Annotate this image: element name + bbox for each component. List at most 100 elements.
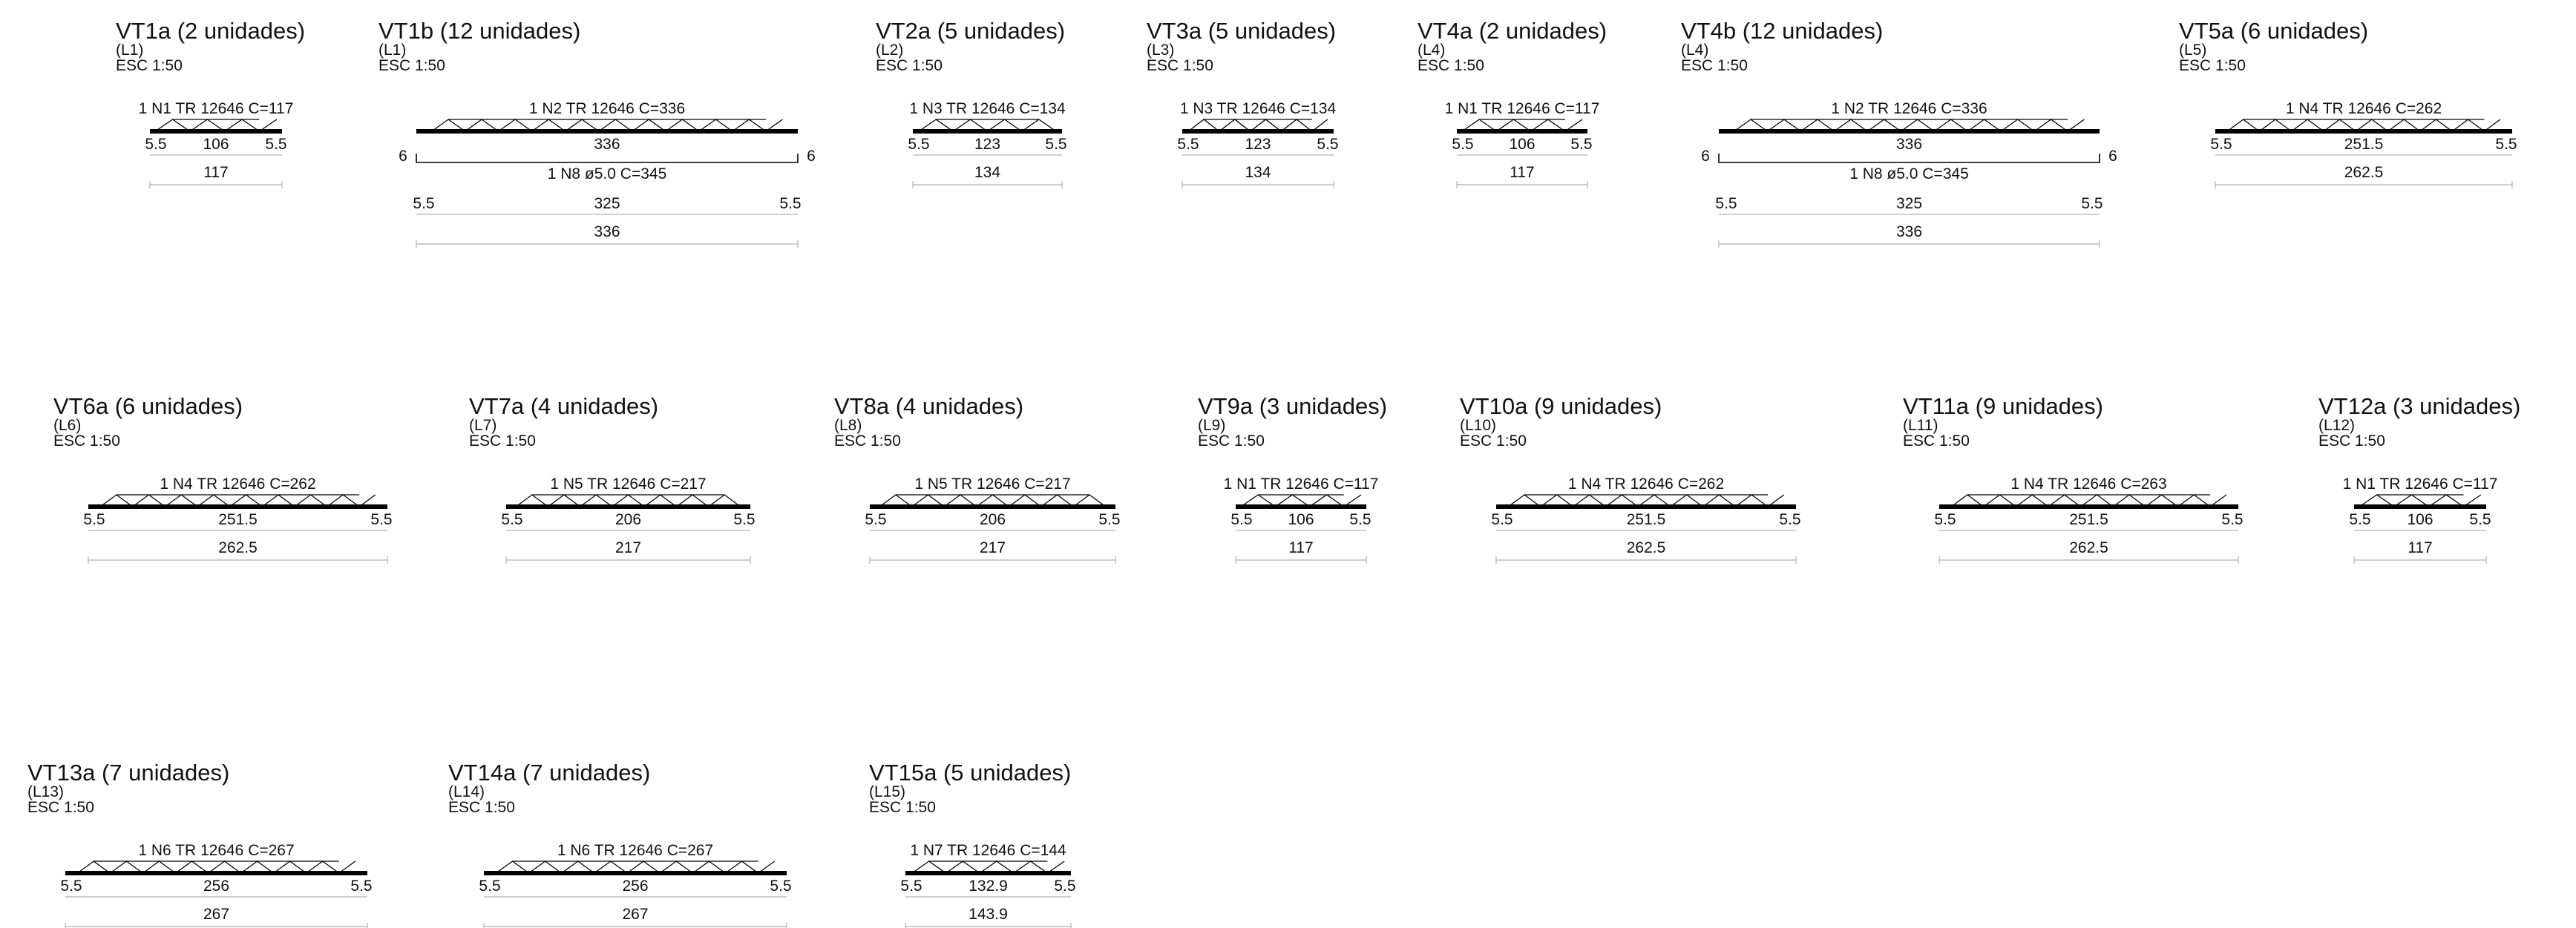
total-length: 117 [1510, 164, 1534, 181]
beam-scale: ESC 1:50 [1147, 57, 1213, 74]
segment-left: 5.5 [145, 136, 166, 153]
beam-vt13a: VT13a (7 unidades)(L13)ESC 1:50 1 N6 TR 1… [27, 760, 373, 928]
truss-lattice [911, 860, 1065, 874]
beam-title: VT11a (9 unidades) [1903, 393, 2103, 419]
total-length: 143.9 [969, 906, 1008, 923]
beam-vt9a: VT9a (3 unidades)(L9)ESC 1:50 1 N1 TR 126… [1198, 393, 1387, 564]
truss-lattice [1734, 119, 2085, 132]
total-dim-line [1495, 556, 1797, 564]
total-dim-line [1182, 181, 1334, 188]
segment-middle: 256 [203, 878, 229, 895]
rebar-segment-middle: 325 [594, 195, 620, 212]
segment-left: 5.5 [501, 511, 522, 528]
segment-right: 5.5 [1317, 136, 1338, 153]
beam-scale: ESC 1:50 [1460, 432, 1527, 450]
total-length: 262.5 [1627, 539, 1666, 556]
segment-right: 5.5 [770, 878, 791, 895]
segment-left: 5.5 [479, 878, 500, 895]
beam-title: VT6a (6 unidades) [53, 393, 243, 419]
total-length: 267 [203, 906, 229, 923]
total-dim-line [1938, 556, 2239, 564]
rebar-total: 336 [594, 223, 620, 240]
truss-label: 1 N1 TR 12646 C=117 [1445, 100, 1600, 117]
rebar-segment-left: 5.5 [1715, 195, 1737, 212]
total-dim-line [1235, 556, 1367, 564]
beam-lane: (L2) [876, 42, 903, 59]
segment-left: 5.5 [865, 511, 886, 528]
total-length: 217 [980, 539, 1006, 556]
segment-left: 5.5 [83, 511, 105, 528]
total-dim-line [483, 923, 787, 928]
total-length: 267 [622, 906, 648, 923]
truss-label: 1 N6 TR 12646 C=267 [138, 842, 294, 859]
segment-middle: 251.5 [2344, 136, 2384, 153]
beam-scale: ESC 1:50 [116, 57, 183, 74]
beam-title: VT4b (12 unidades) [1681, 18, 1883, 44]
beam-scale: ESC 1:50 [834, 432, 901, 450]
rebar-segment-middle: 325 [1896, 195, 1922, 212]
beam-scale: ESC 1:50 [2318, 432, 2385, 450]
beam-title: VT8a (4 unidades) [834, 393, 1023, 419]
beam-title: VT1a (2 unidades) [116, 18, 305, 44]
beam-scale: ESC 1:50 [1418, 57, 1484, 74]
total-length: 262.5 [218, 539, 258, 556]
beam-vt2a: VT2a (5 unidades)(L2)ESC 1:50 1 N3 TR 126… [876, 18, 1067, 188]
truss-label: 1 N2 TR 12646 C=336 [1831, 100, 1987, 117]
truss-label: 1 N3 TR 12646 C=134 [909, 100, 1066, 117]
truss-label: 1 N5 TR 12646 C=217 [914, 475, 1070, 493]
beam-lane: (L1) [378, 42, 406, 59]
rebar-hook-left: 6 [1701, 148, 1710, 165]
beam-scale: ESC 1:50 [378, 57, 445, 74]
truss-label: 1 N4 TR 12646 C=262 [1568, 475, 1724, 493]
truss-label: 1 N6 TR 12646 C=267 [557, 842, 713, 859]
beam-lane: (L11) [1903, 417, 1938, 434]
total-dim-line [1718, 240, 2100, 248]
total-length: 117 [2408, 539, 2432, 556]
beam-lane: (L8) [834, 417, 862, 434]
segment-right: 5.5 [350, 878, 372, 895]
segment-middle: 251.5 [2069, 511, 2108, 528]
beam-lane: (L13) [27, 783, 64, 800]
beam-vt4a: VT4a (2 unidades)(L4)ESC 1:50 1 N1 TR 126… [1418, 18, 1607, 188]
beam-title: VT2a (5 unidades) [876, 18, 1065, 44]
rebar-total: 336 [1896, 223, 1922, 240]
total-length: 217 [615, 539, 641, 556]
truss-label: 1 N5 TR 12646 C=217 [550, 475, 706, 493]
truss-label: 1 N2 TR 12646 C=336 [529, 100, 685, 117]
rebar-label: 1 N8 ø5.0 C=345 [548, 165, 667, 182]
segment-middle: 106 [1288, 511, 1314, 528]
beam-title: VT5a (6 unidades) [2179, 18, 2368, 44]
beam-scale: ESC 1:50 [1198, 432, 1265, 450]
total-dim-line [912, 181, 1063, 188]
truss-lattice [1187, 119, 1328, 132]
beam-title: VT3a (5 unidades) [1147, 18, 1336, 44]
beam-lane: (L5) [2179, 42, 2206, 59]
segment-middle: 206 [980, 511, 1006, 528]
rebar-label: 1 N8 ø5.0 C=345 [1849, 165, 1969, 182]
total-dim-line [505, 556, 751, 564]
beam-vt3a: VT3a (5 unidades)(L3)ESC 1:50 1 N3 TR 126… [1147, 18, 1339, 188]
truss-label: 1 N1 TR 12646 C=117 [139, 100, 294, 117]
segment-right: 5.5 [1349, 511, 1371, 528]
segment-right: 5.5 [1054, 878, 1075, 895]
total-length: 134 [974, 164, 1000, 181]
rebar-segment-right: 5.5 [2081, 195, 2103, 212]
segment-middle: 106 [2407, 511, 2433, 528]
rebar-hook-right: 6 [2108, 148, 2117, 165]
truss-label: 1 N1 TR 12646 C=117 [1224, 475, 1379, 493]
segment-middle: 256 [622, 878, 648, 895]
beam-title: VT9a (3 unidades) [1198, 393, 1387, 419]
segment-middle: 106 [1509, 136, 1535, 153]
beam-lane: (L10) [1460, 417, 1496, 434]
segment-middle: 106 [203, 136, 229, 153]
beam-lane: (L3) [1147, 42, 1174, 59]
segment-middle: 251.5 [218, 511, 258, 528]
segment-right: 5.5 [370, 511, 392, 528]
beam-lane: (L1) [116, 42, 143, 59]
beam-vt7a: VT7a (4 unidades)(L7)ESC 1:50 1 N5 TR 126… [469, 393, 756, 564]
segment-right: 5.5 [265, 136, 286, 153]
beam-scale: ESC 1:50 [876, 57, 943, 74]
beam-title: VT1b (12 unidades) [378, 18, 580, 44]
rebar-segment-right: 5.5 [779, 195, 801, 212]
